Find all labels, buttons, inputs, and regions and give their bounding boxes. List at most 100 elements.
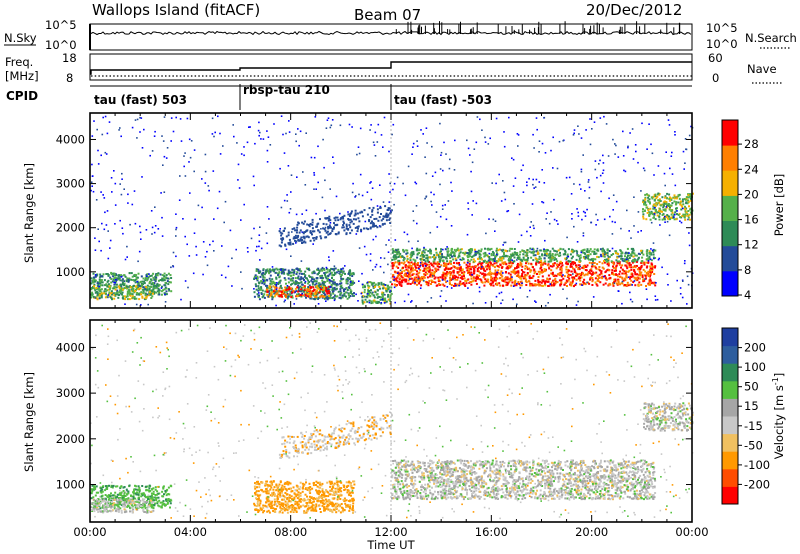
power-cell [110, 296, 113, 299]
power-cell [583, 274, 586, 277]
power-cell [552, 167, 554, 169]
power-cell [608, 274, 611, 277]
power-cell [543, 248, 545, 251]
power-cell [306, 295, 309, 298]
power-cell [469, 268, 472, 271]
power-cell [650, 259, 653, 262]
power-cell [670, 155, 673, 157]
power-cell [272, 281, 275, 284]
power-cell [498, 173, 500, 176]
power-cell [436, 261, 439, 264]
power-cell [627, 145, 629, 148]
power-cell [607, 261, 610, 264]
power-cell [262, 295, 265, 297]
power-cell [513, 271, 516, 274]
power-cell [470, 248, 473, 251]
power-cell [339, 293, 342, 296]
power-cell [403, 231, 406, 234]
velocity-cell [156, 502, 159, 505]
power-cell [434, 276, 437, 279]
power-cell [472, 279, 475, 282]
power-cell [446, 260, 449, 263]
power-cell [227, 265, 230, 268]
power-cell [508, 280, 511, 283]
power-cell [122, 279, 125, 282]
power-cell [380, 213, 382, 215]
power-cell [418, 279, 421, 282]
power-cell [665, 201, 668, 204]
power-cell [398, 253, 401, 256]
power-cell [388, 150, 390, 153]
power-cell [393, 276, 396, 278]
power-cell [382, 217, 385, 220]
power-cell [367, 292, 370, 294]
power-cell [643, 279, 646, 282]
power-cell [296, 271, 299, 274]
power-cell [423, 267, 426, 270]
power-cell [436, 263, 439, 266]
freq-label-2: [MHz] [5, 69, 39, 83]
power-cell [256, 293, 259, 296]
power-cell [621, 258, 624, 260]
power-cell [400, 281, 402, 284]
power-cell [492, 258, 495, 261]
power-cell [166, 277, 169, 280]
power-cell [613, 281, 616, 284]
power-cell [110, 281, 113, 284]
power-cell [404, 273, 407, 276]
power-cell [647, 270, 650, 273]
power-cell [631, 261, 634, 264]
power-cell [556, 265, 559, 268]
power-cell [362, 286, 364, 289]
power-cell [532, 284, 534, 287]
power-cell [630, 283, 633, 286]
power-cell [261, 289, 264, 292]
power-cell [370, 302, 373, 305]
power-cell [564, 281, 567, 284]
power-cell [688, 195, 691, 198]
power-cell [402, 279, 405, 282]
power-cell [689, 218, 691, 221]
power-cell [347, 218, 350, 220]
power-cell [340, 291, 343, 294]
power-cell [447, 268, 450, 271]
power-cell [342, 288, 345, 291]
power-cell [531, 203, 534, 205]
power-cell [407, 272, 410, 275]
power-cell [396, 176, 399, 179]
power-cell [486, 273, 489, 276]
power-cell [323, 166, 325, 169]
power-cell [489, 273, 492, 276]
power-cell [680, 208, 683, 211]
power-cell [134, 290, 137, 293]
power-cell [303, 237, 306, 240]
power-cell [98, 285, 100, 288]
power-cell [560, 269, 563, 272]
power-cell [312, 230, 314, 233]
power-cell [640, 264, 643, 267]
power-cell [131, 295, 134, 298]
power-cell [312, 286, 315, 289]
power-cell [652, 249, 655, 252]
power-cell [648, 213, 651, 216]
power-cell [565, 279, 568, 282]
power-cell [263, 273, 266, 276]
power-cell [300, 293, 303, 296]
power-cell [584, 269, 587, 271]
power-cell [653, 273, 656, 275]
power-cell [688, 244, 691, 247]
power-cell [393, 203, 395, 206]
power-cell [562, 277, 565, 280]
power-cell [579, 256, 582, 259]
power-cell [325, 127, 328, 129]
power-cell [90, 296, 93, 299]
power-cell [158, 279, 160, 282]
power-cell [397, 261, 400, 264]
power-cell [340, 217, 343, 220]
power-cell [157, 228, 160, 230]
power-cell [650, 143, 652, 146]
power-cell [137, 260, 139, 263]
power-cell [122, 295, 125, 298]
power-cell [416, 145, 419, 147]
power-cell [255, 288, 258, 291]
